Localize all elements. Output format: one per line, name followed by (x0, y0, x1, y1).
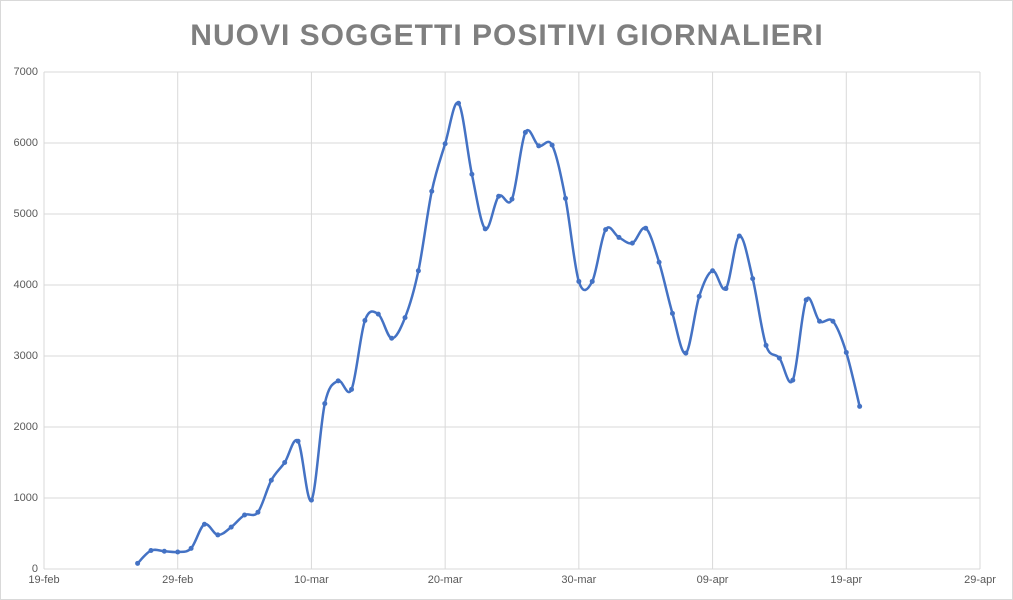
point (723, 286, 729, 292)
x-tick-label: 09-apr (697, 574, 729, 586)
point (161, 548, 167, 554)
point (576, 278, 582, 284)
chart-title: NUOVI SOGGETTI POSITIVI GIORNALIERI (190, 19, 823, 52)
point (843, 349, 849, 355)
point (362, 318, 368, 323)
point (683, 350, 689, 356)
point (776, 355, 782, 361)
point (415, 268, 421, 274)
point (790, 377, 796, 383)
point (268, 477, 274, 483)
point (255, 509, 261, 515)
y-tick-label: 1000 (14, 492, 38, 504)
point (509, 196, 515, 202)
point (522, 129, 528, 135)
point (335, 378, 341, 384)
point (215, 532, 221, 538)
point (629, 240, 635, 246)
point (562, 195, 568, 201)
point (603, 227, 609, 233)
point (242, 512, 248, 518)
point (442, 141, 448, 147)
point (469, 171, 475, 177)
point (763, 342, 769, 348)
point (188, 545, 194, 551)
point (549, 142, 555, 148)
point (830, 318, 836, 324)
point (710, 268, 716, 274)
x-tick-label: 19-feb (28, 574, 59, 586)
point (228, 524, 234, 530)
point (375, 311, 381, 317)
point (482, 226, 488, 232)
point (322, 401, 328, 407)
point (349, 386, 355, 392)
point (389, 335, 395, 341)
y-tick-label: 3000 (14, 350, 38, 362)
x-tick-label: 29-feb (162, 574, 193, 586)
point (616, 234, 622, 240)
point (536, 143, 542, 149)
y-tick-label: 4000 (14, 279, 38, 291)
point (201, 521, 207, 527)
y-tick-label: 7000 (14, 66, 38, 78)
y-tick-label: 5000 (14, 208, 38, 220)
point (456, 100, 462, 106)
point (669, 310, 675, 316)
point (817, 318, 823, 324)
point (135, 560, 141, 566)
point (429, 188, 435, 194)
x-tick-label: 30-mar (561, 574, 596, 586)
point (402, 315, 408, 321)
point (589, 278, 595, 284)
point (736, 233, 742, 239)
point (656, 259, 662, 265)
point (696, 293, 702, 299)
point (496, 193, 502, 199)
x-tick-label: 10-mar (294, 574, 329, 586)
y-tick-label: 0 (32, 563, 38, 575)
x-tick-label: 29-apr (964, 574, 996, 586)
x-tick-label: 19-apr (830, 574, 862, 586)
point (175, 549, 181, 555)
point (803, 297, 809, 303)
point (282, 460, 288, 465)
y-tick-label: 6000 (14, 137, 38, 149)
point (308, 497, 314, 503)
point (295, 438, 301, 444)
point (148, 548, 154, 554)
point (643, 225, 649, 231)
point (857, 403, 863, 409)
y-tick-label: 2000 (14, 421, 38, 433)
point (750, 276, 756, 282)
x-tick-label: 20-mar (428, 574, 463, 586)
